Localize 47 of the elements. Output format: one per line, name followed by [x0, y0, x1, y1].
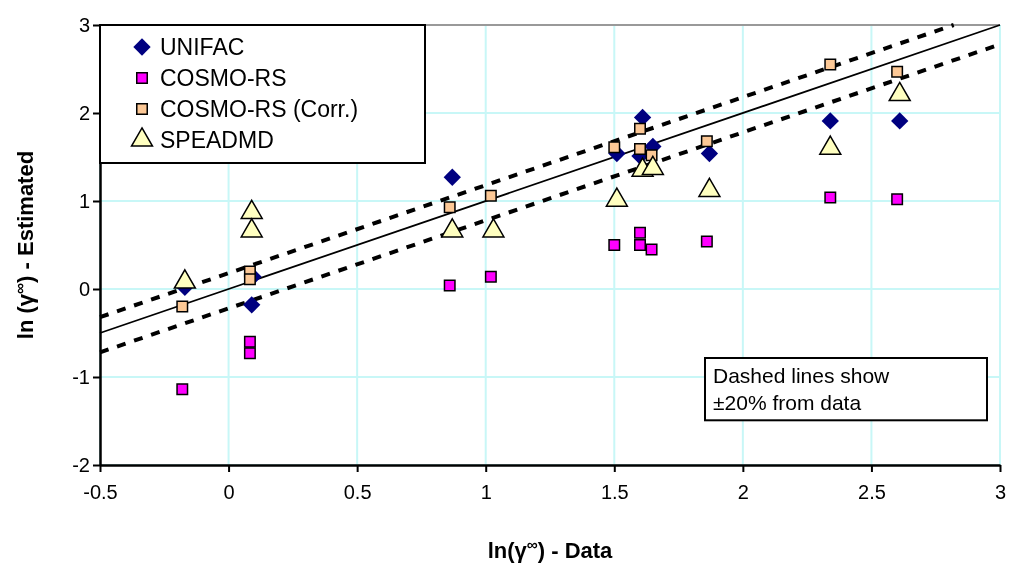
point — [243, 273, 256, 286]
x-tick-label: -0.5 — [83, 481, 118, 503]
note-box: Dashed lines show ±20% from data — [704, 357, 988, 422]
point — [891, 112, 909, 130]
legend-label: COSMO-RS (Corr.) — [160, 96, 359, 122]
y-tick-label: 3 — [78, 13, 90, 36]
point — [443, 279, 456, 292]
point — [243, 335, 256, 348]
point — [176, 300, 189, 313]
y-tick-label: 2 — [78, 101, 90, 124]
point — [700, 135, 713, 148]
point — [634, 239, 646, 251]
x-tick-label: 0.5 — [343, 481, 372, 503]
point — [176, 383, 189, 396]
point — [891, 193, 904, 206]
point — [700, 235, 713, 248]
point — [891, 65, 904, 78]
y-tick-label: -2 — [72, 453, 90, 476]
point — [634, 226, 646, 239]
point — [634, 122, 646, 135]
legend-label: SPEADMD — [160, 127, 274, 153]
point — [443, 201, 456, 214]
point — [243, 347, 256, 360]
x-tick-label: 2.5 — [858, 481, 886, 503]
point — [443, 168, 461, 186]
point — [608, 141, 621, 154]
x-tick-label: 1 — [480, 481, 492, 503]
x-axis-title: ln(γ$^{∞}$) - Data — [487, 535, 614, 563]
point — [634, 143, 646, 156]
legend-label: COSMO-RS — [160, 65, 287, 91]
legend-label: UNIFAC — [160, 34, 245, 60]
point — [484, 189, 497, 202]
point — [645, 243, 658, 256]
point — [243, 296, 261, 314]
point — [484, 270, 497, 283]
y-tick-label: 1 — [78, 189, 90, 212]
y-tick-label: -1 — [72, 365, 90, 388]
x-tick-label: 1.5 — [600, 481, 629, 503]
y-tick-label: 0 — [78, 277, 90, 300]
x-tick-label: 3 — [994, 481, 1007, 503]
point — [824, 191, 837, 204]
point — [608, 239, 621, 251]
point — [821, 112, 839, 130]
annotation: Dashed lines show ±20% from data — [713, 364, 891, 415]
point — [824, 58, 837, 71]
x-tick-label: 0 — [223, 481, 235, 503]
x-tick-label: 2 — [737, 481, 749, 503]
